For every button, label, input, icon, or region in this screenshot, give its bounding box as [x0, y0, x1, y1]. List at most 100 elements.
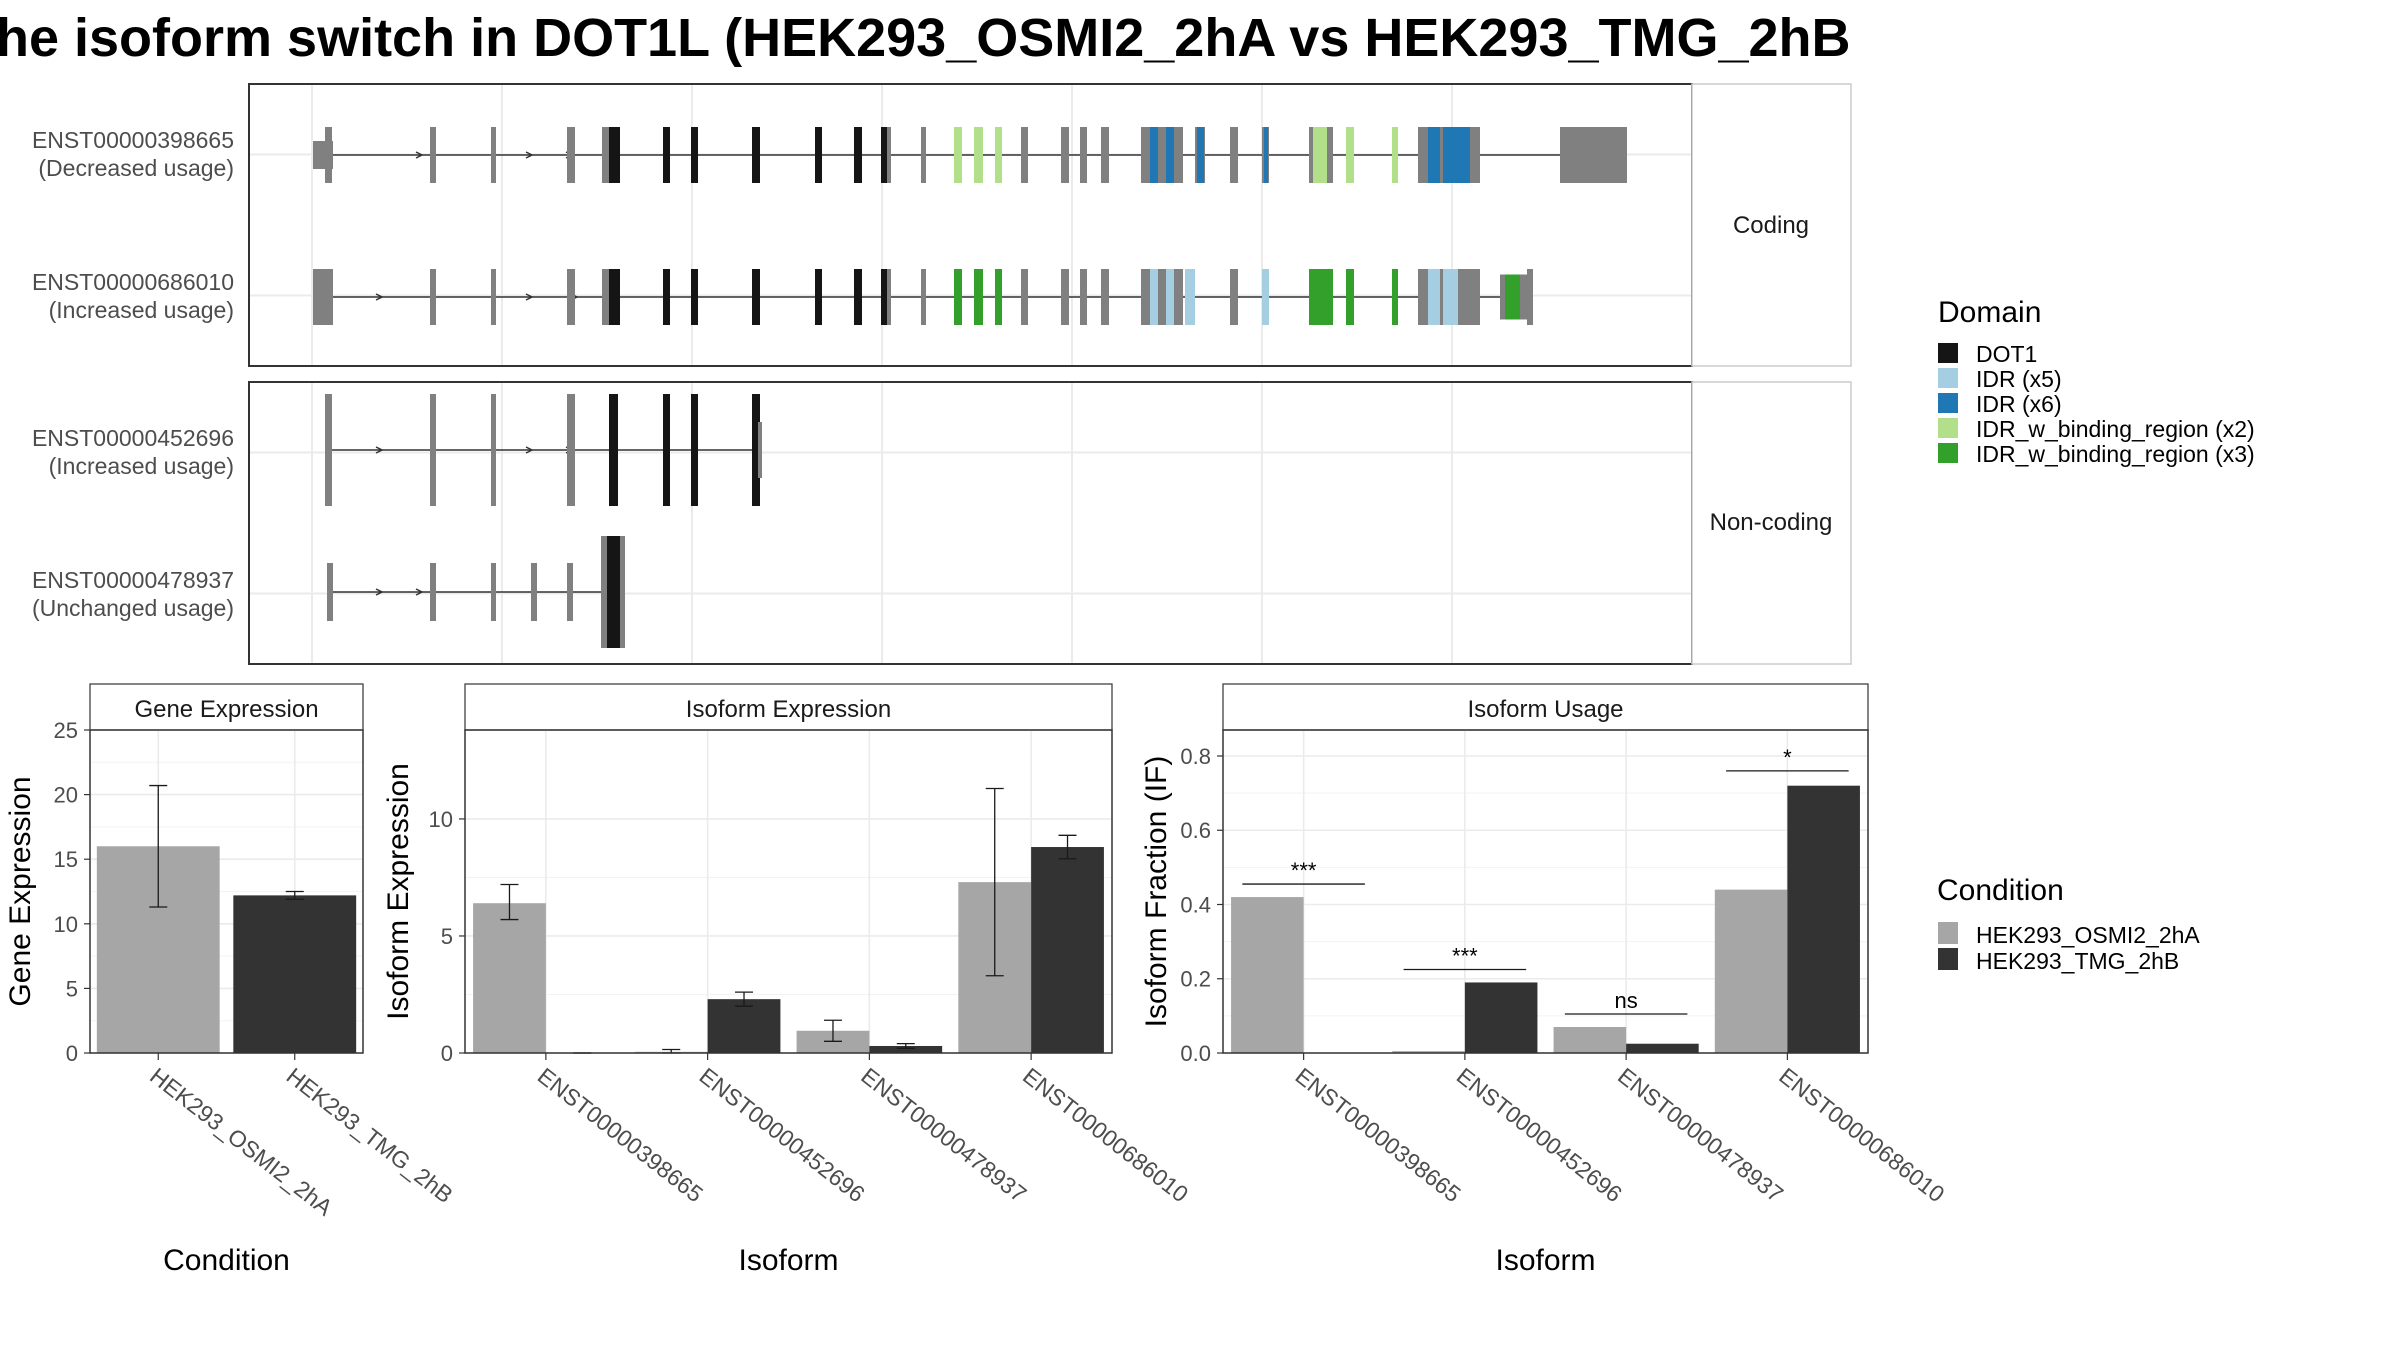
domain-legend: Domain DOT1 IDR (x5) IDR (x6) IDR_w_bind…: [1938, 296, 2255, 467]
exon: [1505, 274, 1520, 320]
transcript-label-4: ENST00000478937: [32, 567, 234, 593]
y-tick-label: 0.4: [1180, 892, 1211, 917]
exon: [752, 394, 760, 506]
exon: [602, 269, 609, 325]
transcript-track-3: [325, 394, 762, 506]
exon: [1101, 127, 1109, 183]
exon: [921, 269, 926, 325]
exon: [327, 563, 333, 621]
y-tick-label: 0.6: [1180, 818, 1211, 843]
significance-label: ***: [1452, 943, 1478, 968]
legend-label-cond-a: HEK293_OSMI2_2hA: [1976, 922, 2200, 948]
legend-key-idr-binding-x3: [1938, 443, 1958, 463]
bar: [1787, 785, 1860, 1053]
exon: [954, 127, 962, 183]
y-tick-label: 25: [54, 718, 78, 743]
legend-key-idr-x5: [1938, 368, 1958, 388]
facet-label-coding: Coding: [1733, 212, 1809, 239]
chart-isoform-usage: Isoform Usage 0.0 0.2 0.4 0.6 0.8 *** *** ns * ENS…: [1140, 683, 1950, 1277]
legend-label-idr-x5: IDR (x5): [1976, 366, 2062, 392]
exon: [887, 127, 891, 183]
transcript-tracks: [313, 127, 1627, 648]
x-tick-label: ENST00000478937: [1613, 1062, 1788, 1207]
y-tick-label: 0: [441, 1041, 453, 1066]
exon: [607, 536, 620, 648]
y-tick-label: 20: [54, 783, 78, 808]
exon: [1392, 127, 1398, 183]
exon: [1141, 269, 1183, 325]
x-axis-title: Isoform: [738, 1244, 838, 1277]
bar: [1031, 847, 1104, 1053]
exon: [663, 269, 670, 325]
legend-label-idr-binding-x3: IDR_w_binding_region (x3): [1976, 441, 2255, 467]
exon: [881, 127, 887, 183]
exon: [1166, 127, 1174, 183]
exon: [430, 269, 436, 325]
exon: [1141, 127, 1183, 183]
exon: [567, 269, 575, 325]
exon: [325, 127, 332, 183]
bar: [473, 903, 546, 1053]
exon: [974, 269, 983, 325]
strand-arrow: [415, 151, 424, 159]
strand-arrow: [375, 446, 384, 454]
exon: [1560, 127, 1627, 183]
exon: [1230, 269, 1238, 325]
significance-label: ns: [1615, 988, 1638, 1013]
exon: [663, 127, 670, 183]
exon: [974, 127, 983, 183]
panel-title: Gene Expression: [134, 696, 318, 723]
bar: [1626, 1043, 1699, 1053]
panel-border: [464, 729, 1113, 1054]
panel-title-strip: [1222, 683, 1869, 731]
y-axis-title: Isoform Fraction (IF): [1140, 756, 1173, 1028]
exon: [1443, 127, 1470, 183]
exon: [663, 394, 670, 506]
y-tick-label: 0.8: [1180, 744, 1211, 769]
exon: [1150, 269, 1158, 325]
legend-label-idr-binding-x2: IDR_w_binding_region (x2): [1976, 416, 2255, 442]
exon: [1346, 269, 1354, 325]
exon: [567, 127, 575, 183]
bar: [707, 999, 781, 1053]
facet-label-noncoding: Non-coding: [1710, 509, 1833, 536]
exon: [752, 127, 760, 183]
transcript-usage-2: (Increased usage): [49, 297, 234, 323]
exon: [325, 394, 332, 506]
bar-charts: Gene Expression0510152025HEK293_OSMI2_2h…: [4, 683, 1950, 1277]
y-tick-label: 0.0: [1180, 1041, 1211, 1066]
chart-isoform-expression: Isoform Expression0510ENST00000398665ENS…: [382, 683, 1193, 1277]
legend-key-idr-x6: [1938, 393, 1958, 413]
exon: [1166, 269, 1174, 325]
exon: [758, 422, 762, 478]
exon: [752, 269, 760, 325]
exon: [691, 394, 698, 506]
condition-legend: Condition HEK293_OSMI2_2hA HEK293_TMG_2h…: [1937, 874, 2200, 974]
exon: [921, 127, 926, 183]
coding-facet-strip: [1691, 83, 1852, 367]
x-tick-label: ENST00000452696: [1452, 1062, 1627, 1207]
exon: [887, 269, 891, 325]
exon: [1392, 269, 1398, 325]
exon: [491, 394, 496, 506]
transcript-track-2: [313, 269, 1533, 325]
exon: [1428, 127, 1440, 183]
y-tick-label: 5: [441, 924, 453, 949]
exon: [1150, 127, 1158, 183]
y-tick-label: 10: [54, 912, 78, 937]
noncoding-facet-strip: [1691, 381, 1852, 665]
strand-arrow: [525, 293, 534, 301]
bar: [1553, 1027, 1627, 1053]
exon: [609, 127, 620, 183]
y-tick-label: 5: [66, 976, 78, 1001]
panel-border: [89, 729, 364, 1054]
exon: [1197, 127, 1204, 183]
x-tick-label: ENST00000686010: [1774, 1062, 1949, 1207]
exon: [954, 269, 962, 325]
exon: [567, 563, 573, 621]
exon: [325, 269, 332, 325]
exon: [1264, 127, 1268, 183]
exon: [1061, 127, 1069, 183]
exon: [430, 127, 436, 183]
legend-key-cond-b: [1938, 948, 1958, 970]
